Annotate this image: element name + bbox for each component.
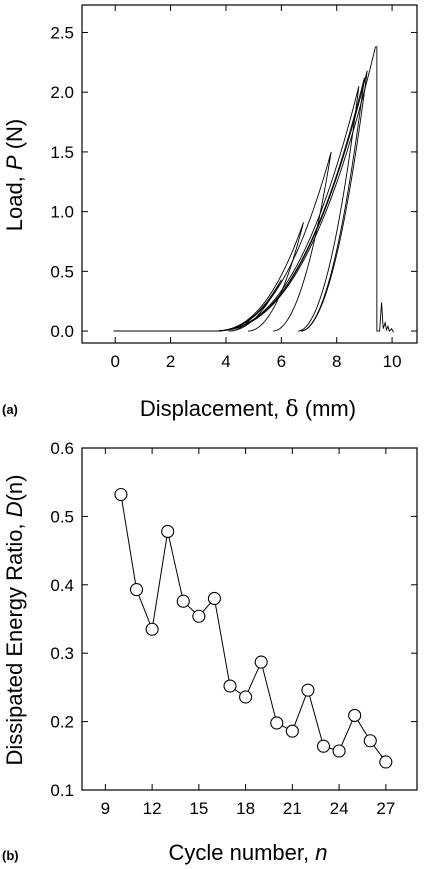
- plot-frame-a: [81, 4, 418, 344]
- data-point: [285, 724, 299, 738]
- cycle-curve: [113, 151, 332, 332]
- y-tick-label-a: 2.0: [50, 83, 74, 102]
- x-axis-label-a: Displacement, δ (mm): [140, 396, 356, 422]
- y-tick-label-b: 0.6: [50, 439, 74, 458]
- x-tick-label-b: 12: [143, 799, 162, 818]
- data-point: [223, 679, 237, 693]
- x-tick-label-a: 8: [332, 352, 341, 371]
- dissipated-energy-chart: 9 12 15 18 21 24 27 0.1 0.2 0.3 0.4 0.5 0.6 (b) Cycl…: [2, 439, 418, 865]
- axis-ticks-b: 9 12 15 18 21 24 27 0.1 0.2 0.3 0.4 0.5 0.6: [50, 439, 417, 818]
- y-tick-label-b: 0.1: [50, 781, 74, 800]
- data-point: [348, 708, 362, 722]
- load-displacement-chart: 0 2 4 6 8 10 0.0 0.5 1.0 1.5 2.0 2.5 (a) Displaceme…: [2, 4, 418, 422]
- cycle-curve: [113, 222, 304, 332]
- x-axis-label-b: Cycle number, n: [169, 840, 328, 865]
- x-tick-label-b: 18: [236, 799, 255, 818]
- x-tick-label-b: 27: [376, 799, 395, 818]
- energy-ratio-series: [114, 487, 393, 769]
- energy-ratio-line: [120, 494, 387, 763]
- data-point: [301, 683, 315, 697]
- cycle-curve: [113, 279, 282, 332]
- y-tick-label-b: 0.3: [50, 644, 74, 663]
- x-tick-label-a: 2: [166, 352, 175, 371]
- failure-curve: [375, 46, 394, 333]
- y-tick-label-a: 1.0: [50, 203, 74, 222]
- data-point: [192, 609, 206, 623]
- data-point: [270, 716, 284, 730]
- cycle-curve: [113, 46, 376, 332]
- y-tick-label-a: 1.5: [50, 143, 74, 162]
- y-tick-label-a: 0.5: [50, 262, 74, 281]
- data-point: [316, 739, 331, 753]
- data-point: [176, 594, 190, 608]
- panel-label-a: (a): [2, 402, 18, 417]
- y-tick-label-b: 0.4: [50, 576, 74, 595]
- cycle-curve: [113, 70, 368, 332]
- x-tick-label-b: 24: [330, 799, 349, 818]
- x-tick-label-a: 0: [110, 352, 119, 371]
- data-point: [129, 583, 144, 597]
- y-axis-label-b: Dissipated Energy Ratio, D(n): [2, 474, 27, 765]
- y-tick-label-a: 0.0: [50, 322, 74, 341]
- y-axis-label-a: Load, P (N): [2, 119, 27, 232]
- data-point: [239, 690, 253, 704]
- x-tick-label-a: 4: [221, 352, 230, 371]
- x-tick-label-b: 21: [283, 799, 302, 818]
- plot-frame-b: [81, 447, 418, 791]
- data-point: [161, 524, 175, 539]
- data-point: [254, 655, 268, 669]
- x-tick-label-b: 9: [101, 799, 110, 818]
- data-point: [207, 591, 221, 606]
- data-point: [379, 755, 393, 769]
- x-tick-label-a: 6: [277, 352, 286, 371]
- data-point: [332, 744, 346, 758]
- axis-ticks-a: 0 2 4 6 8 10 0.0 0.5 1.0 1.5 2.0 2.5: [50, 5, 417, 371]
- panel-label-b: (b): [2, 848, 19, 863]
- y-tick-label-a: 2.5: [50, 23, 74, 42]
- data-point: [114, 487, 128, 502]
- cycle-curve: [113, 86, 360, 332]
- data-point: [145, 622, 159, 636]
- cycle-curves: [113, 46, 394, 333]
- y-tick-label-b: 0.5: [50, 507, 74, 526]
- x-tick-label-a: 10: [383, 352, 402, 371]
- y-tick-label-b: 0.2: [50, 713, 74, 732]
- data-point: [363, 734, 377, 748]
- x-tick-label-b: 15: [189, 799, 208, 818]
